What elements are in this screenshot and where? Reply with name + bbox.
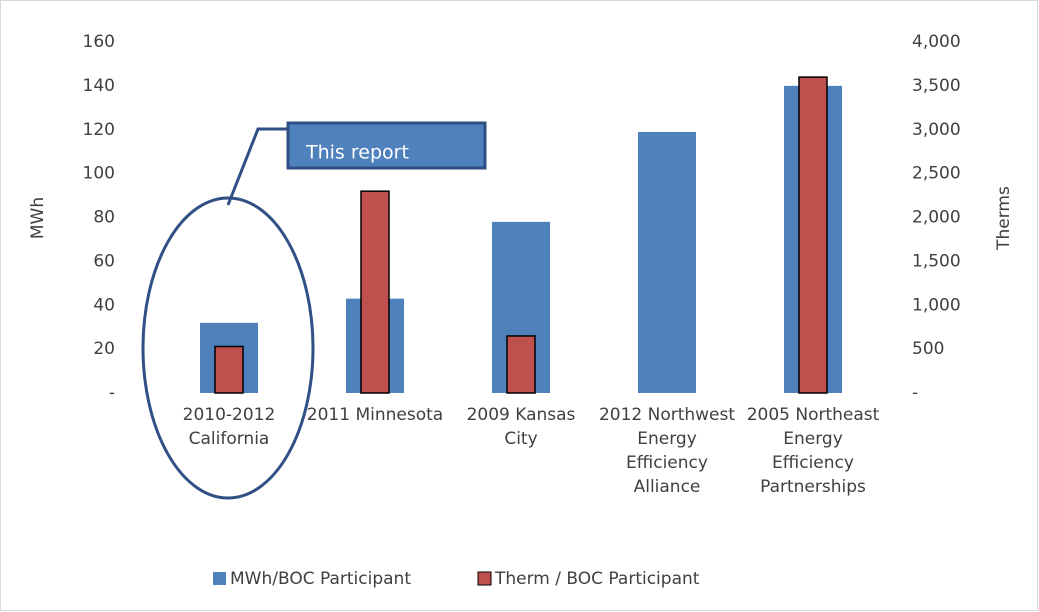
y2-tick-label: 1,000	[912, 295, 961, 315]
y-tick-label: 100	[83, 164, 115, 184]
callout-ellipse	[141, 196, 315, 500]
legend-swatch	[477, 571, 492, 586]
bar	[798, 76, 828, 394]
x-tick-label: 2012 Northwest Energy Efficiency Allianc…	[598, 405, 736, 497]
bar	[214, 345, 244, 394]
x-tick-label: 2011 Minnesota	[306, 405, 444, 425]
x-tick-label: 2010-2012 California	[182, 405, 276, 449]
y2-tick-label: -	[912, 383, 918, 403]
y-tick-label: 40	[93, 295, 115, 315]
y-tick-label: 20	[93, 339, 115, 359]
x-tick-label: 2005 Northeast Energy Efficiency Partner…	[746, 405, 880, 497]
y2-tick-label: 3,000	[912, 120, 961, 140]
callout-box	[286, 121, 487, 170]
callout-text: This report	[305, 142, 409, 164]
y2-tick-label: 3,500	[912, 76, 961, 96]
y-tick-label: 60	[93, 251, 115, 271]
y2-tick-label: 1,500	[912, 251, 961, 271]
y-tick-label: 140	[83, 76, 115, 96]
y-tick-label: 160	[83, 32, 115, 52]
y2-axis-title: Therms	[994, 186, 1014, 251]
y2-tick-label: 2,000	[912, 208, 961, 228]
callout-line	[226, 127, 288, 206]
y2-tick-label: 4,000	[912, 32, 961, 52]
legend-label: MWh/BOC Participant	[230, 569, 411, 589]
y2-tick-label: 2,500	[912, 164, 961, 184]
y-tick-label: 80	[93, 208, 115, 228]
bar	[360, 190, 390, 394]
x-tick-label: 2009 Kansas City	[466, 405, 576, 449]
bar	[638, 131, 696, 393]
legend-label: Therm / BOC Participant	[494, 569, 700, 589]
y-tick-label: -	[109, 383, 115, 403]
bar	[506, 335, 536, 394]
legend-swatch	[213, 572, 226, 585]
y2-tick-label: 500	[912, 339, 944, 359]
y-axis-title: MWh	[28, 197, 48, 239]
y-tick-label: 120	[83, 120, 115, 140]
